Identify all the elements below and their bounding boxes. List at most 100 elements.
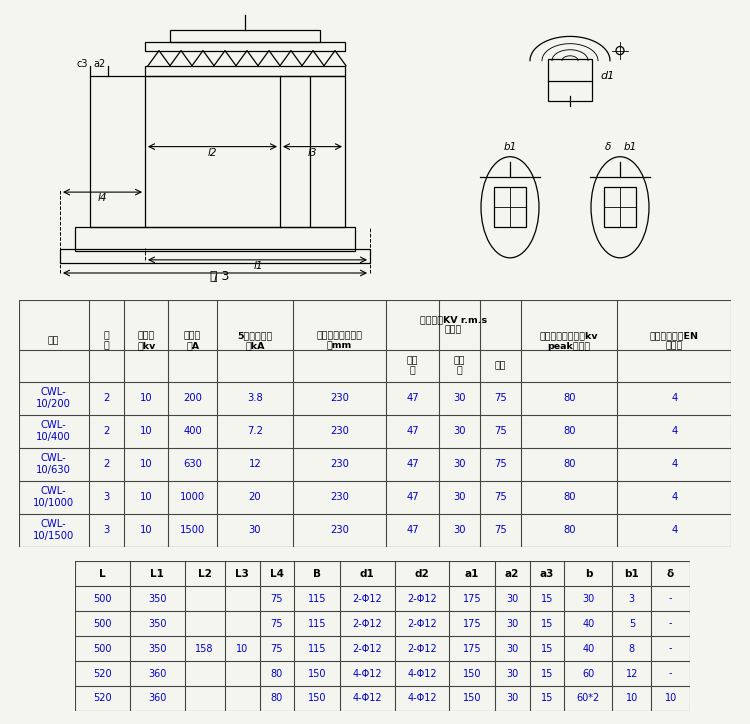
- Text: 75: 75: [494, 426, 507, 436]
- Bar: [170, 30, 320, 43]
- Text: 75: 75: [494, 492, 507, 502]
- Text: 2: 2: [104, 459, 110, 469]
- Text: 200: 200: [183, 393, 202, 403]
- Bar: [548, 59, 592, 101]
- Text: 4: 4: [671, 459, 677, 469]
- Text: b: b: [585, 568, 592, 578]
- Text: 520: 520: [93, 694, 112, 704]
- Text: 户外端公称爬电距
离mm: 户外端公称爬电距 离mm: [316, 332, 362, 350]
- Text: 115: 115: [308, 644, 326, 654]
- Text: -: -: [669, 668, 672, 678]
- Text: 175: 175: [463, 618, 482, 628]
- Text: 12: 12: [248, 459, 261, 469]
- Text: CWL-
10/200: CWL- 10/200: [36, 387, 71, 409]
- Text: 全波冲击耐受电压kv
peak不小于: 全波冲击耐受电压kv peak不小于: [540, 332, 598, 350]
- Text: 350: 350: [148, 618, 166, 628]
- Text: 10: 10: [664, 694, 676, 704]
- Text: 350: 350: [148, 594, 166, 604]
- Text: 520: 520: [93, 668, 112, 678]
- Text: 80: 80: [563, 426, 575, 436]
- Text: 230: 230: [330, 393, 349, 403]
- Text: 30: 30: [506, 594, 518, 604]
- Text: 4-Φ12: 4-Φ12: [352, 694, 382, 704]
- Text: 115: 115: [308, 618, 326, 628]
- Text: CWL-
10/630: CWL- 10/630: [36, 453, 71, 475]
- Text: 30: 30: [506, 618, 518, 628]
- Text: 击穿: 击穿: [495, 361, 506, 370]
- Text: 230: 230: [330, 492, 349, 502]
- Text: c3: c3: [76, 59, 88, 69]
- Bar: [145, 43, 345, 51]
- Text: 175: 175: [463, 644, 482, 654]
- Text: 8: 8: [628, 644, 635, 654]
- Text: 150: 150: [463, 668, 482, 678]
- Text: 75: 75: [494, 525, 507, 535]
- Text: L1: L1: [150, 568, 164, 578]
- Text: L3: L3: [236, 568, 249, 578]
- Text: d1: d1: [360, 568, 374, 578]
- Text: 2-Φ12: 2-Φ12: [352, 594, 382, 604]
- Text: 630: 630: [183, 459, 202, 469]
- Text: 47: 47: [406, 525, 418, 535]
- Bar: [75, 227, 355, 251]
- Bar: [494, 187, 526, 227]
- Text: 75: 75: [271, 644, 284, 654]
- Text: 4: 4: [671, 393, 677, 403]
- Bar: [145, 66, 345, 76]
- Text: L4: L4: [270, 568, 284, 578]
- Text: b1: b1: [623, 142, 637, 151]
- Text: 湿耐
受: 湿耐 受: [454, 356, 465, 375]
- Text: 4-Φ12: 4-Φ12: [407, 668, 436, 678]
- Text: 10: 10: [626, 694, 638, 704]
- Text: 10: 10: [140, 525, 152, 535]
- Text: CWL-
10/400: CWL- 10/400: [36, 421, 71, 442]
- Text: 弯曲破坏负荷EN
不小于: 弯曲破坏负荷EN 不小于: [650, 332, 699, 350]
- Text: 150: 150: [308, 668, 326, 678]
- Text: 350: 350: [148, 644, 166, 654]
- Text: 30: 30: [506, 668, 518, 678]
- Text: 40: 40: [582, 644, 595, 654]
- Text: 60: 60: [582, 668, 595, 678]
- Text: -: -: [669, 594, 672, 604]
- Text: l4: l4: [98, 193, 106, 203]
- Text: 30: 30: [453, 525, 466, 535]
- Text: 4-Φ12: 4-Φ12: [352, 668, 382, 678]
- Text: 15: 15: [541, 668, 554, 678]
- Text: b1: b1: [625, 568, 639, 578]
- Text: 1500: 1500: [180, 525, 206, 535]
- Text: 15: 15: [541, 594, 554, 604]
- Text: δ: δ: [667, 568, 674, 578]
- Text: 30: 30: [453, 393, 466, 403]
- Text: 40: 40: [582, 618, 595, 628]
- Text: 150: 150: [463, 694, 482, 704]
- Text: 12: 12: [626, 668, 638, 678]
- Text: B: B: [313, 568, 321, 578]
- Text: -: -: [669, 644, 672, 654]
- Text: 80: 80: [563, 525, 575, 535]
- Text: L: L: [99, 568, 106, 578]
- Text: 图 3: 图 3: [210, 270, 230, 283]
- Text: 15: 15: [541, 618, 554, 628]
- Bar: [604, 187, 636, 227]
- Text: 30: 30: [506, 694, 518, 704]
- Text: δ: δ: [604, 142, 611, 151]
- Text: 30: 30: [582, 594, 595, 604]
- Text: 80: 80: [271, 694, 283, 704]
- Text: 60*2: 60*2: [577, 694, 600, 704]
- Text: d1: d1: [600, 71, 614, 81]
- Text: 4: 4: [671, 492, 677, 502]
- Text: 10: 10: [140, 492, 152, 502]
- Text: 115: 115: [308, 594, 326, 604]
- Text: 360: 360: [148, 668, 166, 678]
- Text: a2: a2: [94, 59, 106, 69]
- Text: 3.8: 3.8: [247, 393, 262, 403]
- Text: 230: 230: [330, 426, 349, 436]
- Text: 4: 4: [671, 525, 677, 535]
- Text: d2: d2: [415, 568, 429, 578]
- Text: -: -: [669, 618, 672, 628]
- Text: 2: 2: [104, 426, 110, 436]
- Text: b1: b1: [503, 142, 517, 151]
- Text: 30: 30: [453, 459, 466, 469]
- Text: 7.2: 7.2: [247, 426, 263, 436]
- Text: 30: 30: [453, 426, 466, 436]
